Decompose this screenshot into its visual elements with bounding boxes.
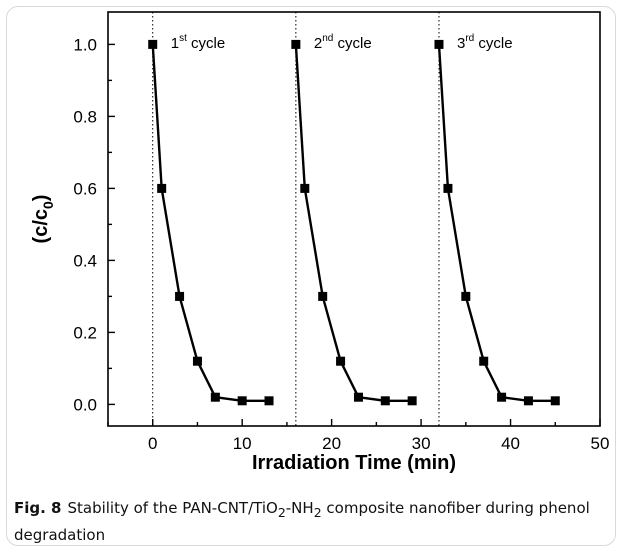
x-tick-label: 10	[233, 434, 252, 453]
y-tick-label: 0.0	[73, 395, 97, 414]
data-point	[237, 396, 247, 406]
series-line-cycle-2	[294, 44, 413, 402]
caption-subscript-2: 2	[313, 505, 322, 520]
x-tick-label: 50	[591, 434, 610, 453]
data-point	[148, 39, 158, 49]
data-point	[353, 392, 363, 402]
x-tick-label: 20	[322, 434, 341, 453]
data-point	[461, 291, 471, 301]
caption-text-1: Stability of the PAN-CNT/TiO	[67, 499, 278, 517]
cycle-label-2: 2nd cycle	[314, 33, 372, 52]
caption-subscript-1: 2	[277, 505, 286, 520]
y-tick-label: 1.0	[73, 35, 97, 54]
figure-caption: Fig. 8 Stability of the PAN-CNT/TiO2-NH2 …	[14, 497, 594, 547]
data-point	[210, 392, 220, 402]
data-point	[380, 396, 390, 406]
series-group	[148, 39, 560, 406]
y-axis-title: (c/c0)	[30, 195, 56, 244]
cycle-label-3: 3rd cycle	[457, 33, 513, 52]
data-point	[291, 39, 301, 49]
data-point	[157, 183, 167, 193]
data-point	[336, 356, 346, 366]
data-point	[318, 291, 328, 301]
data-point	[550, 396, 560, 406]
y-tick-label: 0.2	[73, 323, 97, 342]
data-point	[434, 39, 444, 49]
caption-text-2: -NH	[285, 499, 314, 517]
data-point	[479, 356, 489, 366]
figure-label: Fig. 8	[14, 499, 62, 517]
x-tick-label: 30	[412, 434, 431, 453]
data-point	[192, 356, 202, 366]
x-tick-label: 0	[148, 434, 157, 453]
data-point	[407, 396, 417, 406]
cycle-labels: 1st cycle 2nd cycle 3rd cycle	[171, 33, 513, 52]
data-point	[264, 396, 274, 406]
x-axis-ticks: 0 10 20 30 40 50	[107, 419, 610, 453]
chart: 0 10 20 30 40 50 0.0 0.2 0.4 0.6 0.8 1.0 1st cycle…	[30, 11, 610, 474]
plot-area-frame	[107, 11, 601, 427]
cycle-label-1: 1st cycle	[171, 33, 225, 52]
y-axis-ticks: 0.0 0.2 0.4 0.6 0.8 1.0	[73, 35, 115, 414]
caption-text-3: composite nanofiber during phenol degrad…	[14, 499, 590, 544]
x-axis-title: Irradiation Time (min)	[252, 452, 456, 474]
data-point	[300, 183, 310, 193]
y-tick-label: 0.4	[73, 251, 97, 270]
data-point	[497, 392, 507, 402]
y-tick-label: 0.8	[73, 107, 97, 126]
data-point	[523, 396, 533, 406]
series-line-cycle-3	[437, 44, 556, 402]
y-tick-label: 0.6	[73, 179, 97, 198]
series-line-cycle-1	[151, 44, 270, 402]
data-point	[175, 291, 185, 301]
figure-frame	[6, 6, 616, 546]
x-tick-label: 40	[501, 434, 520, 453]
data-point	[443, 183, 453, 193]
cycle-boundaries	[152, 12, 440, 426]
